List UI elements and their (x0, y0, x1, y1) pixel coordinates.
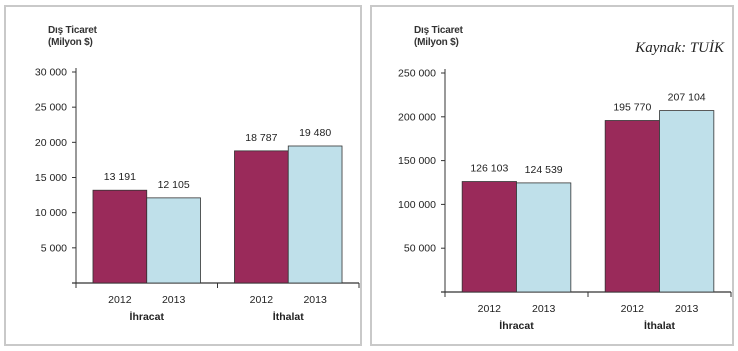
data-label: 207 104 (668, 92, 706, 104)
x-tick-label-2012: 2012 (478, 303, 502, 315)
y-axis-title-line2: (Milyon $) (48, 37, 93, 48)
chart-panel-cumulative: Dış Ticaret (Milyon $) Kaynak: TUİK 50 0… (370, 5, 734, 346)
chart-panel-monthly: Dış Ticaret (Milyon $) 5 000 10 000 15 000… (4, 5, 362, 346)
y-axis-title-line2: (Milyon $) (414, 37, 459, 48)
bar-2013 (659, 110, 715, 293)
bar-2013 (146, 197, 201, 284)
data-label: 124 539 (525, 164, 563, 176)
bar-2012 (461, 181, 517, 293)
y-axis-title: Dış Ticaret (Milyon $) (414, 25, 463, 49)
source-note: Kaynak: TUİK (635, 40, 724, 56)
bar-chart-cumulative: 50 000 100 000 150 000 200 000 250 000 126 10… (398, 68, 732, 332)
bar-chart-monthly: 5 000 10 000 15 000 20 000 25 000 30 000 13 19… (35, 67, 360, 323)
y-tick-label: 200 000 (398, 111, 436, 123)
data-label: 126 103 (470, 163, 508, 175)
x-tick-label-2013: 2013 (162, 294, 186, 306)
bar-2013 (287, 145, 343, 284)
x-tick-label-2012: 2012 (621, 303, 645, 315)
bar-2012 (604, 120, 660, 293)
x-tick-label-2013: 2013 (675, 303, 699, 315)
y-tick-label: 10 000 (35, 207, 67, 219)
y-tick-label: 250 000 (398, 68, 436, 80)
bar-2013 (516, 182, 572, 293)
x-tick-label-2012: 2012 (108, 294, 132, 306)
y-tick-label: 5 000 (41, 242, 67, 254)
y-tick-label: 100 000 (398, 199, 436, 211)
group-label: İthalat (273, 310, 304, 323)
y-axis-title-line1: Dış Ticaret (414, 25, 463, 36)
y-tick-label: 15 000 (35, 172, 67, 184)
group-label: İhracat (499, 319, 534, 332)
x-tick-label-2012: 2012 (250, 294, 274, 306)
bar-2012 (234, 150, 289, 284)
y-tick-label: 25 000 (35, 102, 67, 114)
x-tick-label-2013: 2013 (303, 294, 327, 306)
y-tick-label: 20 000 (35, 137, 67, 149)
y-tick-label: 150 000 (398, 155, 436, 167)
group-label: İhracat (130, 310, 165, 323)
data-label: 19 480 (299, 127, 331, 139)
bar-2012 (92, 189, 148, 284)
group-label: İthalat (644, 319, 675, 332)
data-label: 12 105 (158, 179, 190, 191)
y-axis-title: Dış Ticaret (Milyon $) (48, 25, 97, 49)
y-tick-label: 30 000 (35, 67, 67, 79)
data-label: 18 787 (245, 132, 277, 144)
data-label: 13 191 (104, 171, 136, 183)
y-axis-title-line1: Dış Ticaret (48, 25, 97, 36)
data-label: 195 770 (613, 102, 651, 114)
y-tick-label: 50 000 (404, 243, 436, 255)
x-tick-label-2013: 2013 (532, 303, 556, 315)
